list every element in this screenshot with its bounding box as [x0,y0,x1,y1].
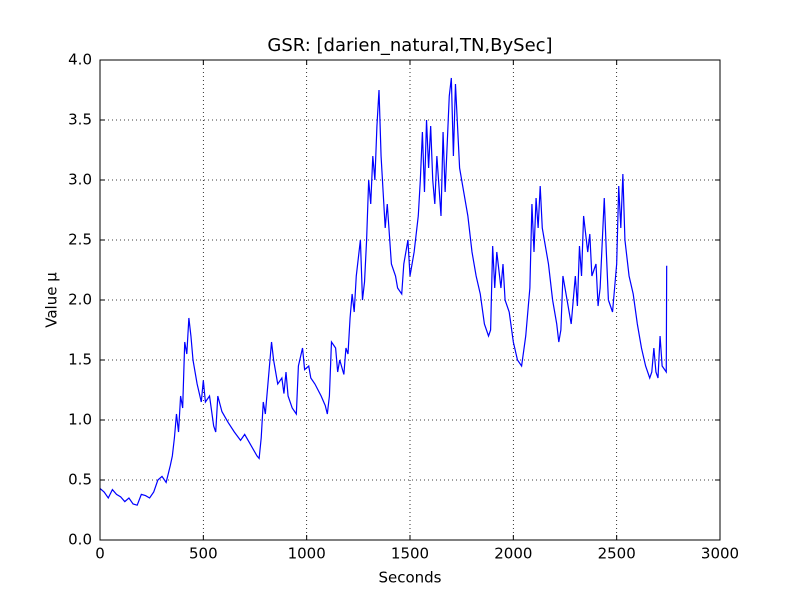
x-axis-label: Seconds [378,569,441,587]
plot-frame [99,59,721,541]
y-tick-label: 0.5 [68,471,92,489]
y-tick-label: 4.0 [68,51,92,69]
x-tick-label: 500 [189,545,218,563]
x-tick-label: 0 [95,545,105,563]
x-tick-label: 2000 [494,545,532,563]
y-tick-label: 3.5 [68,111,92,129]
chart-title: GSR: [darien_natural,TN,BySec] [267,35,552,56]
y-axis-label: Value µ [43,272,61,328]
x-tick-label: 1500 [391,545,429,563]
y-tick-label: 2.5 [68,231,92,249]
y-tick-label: 2.0 [68,291,92,309]
x-tick-label: 2500 [598,545,636,563]
y-tick-label: 1.0 [68,411,92,429]
y-tick-label: 3.0 [68,171,92,189]
x-tick-label: 3000 [701,545,739,563]
y-tick-label: 1.5 [68,351,92,369]
x-tick-label: 1000 [288,545,326,563]
data-line [99,77,668,506]
y-tick-label: 0.0 [68,531,92,549]
